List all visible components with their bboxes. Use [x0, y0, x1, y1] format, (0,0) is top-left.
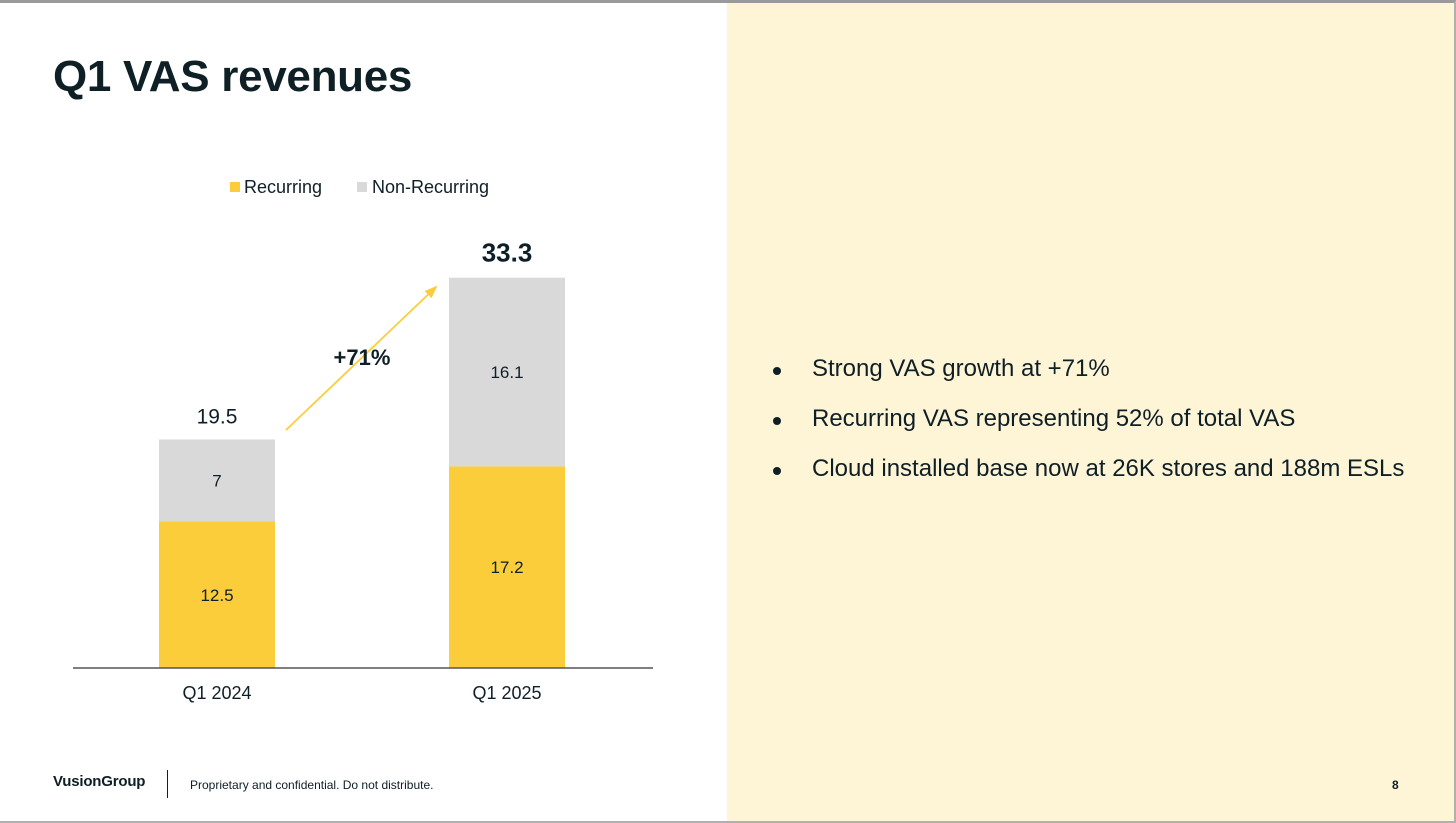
bar-value-label: 7 [212, 471, 221, 490]
legend-label: Recurring [244, 177, 322, 197]
company-logo: VusionGroup [53, 773, 146, 790]
bullet-item: Cloud installed base now at 26K stores a… [770, 455, 1440, 483]
growth-arrow-head-icon [424, 285, 438, 299]
bullet-dot-icon [773, 417, 781, 425]
legend-swatch-non-recurring [357, 182, 367, 192]
bar-total-label: 33.3 [482, 238, 533, 268]
bar-value-label: 17.2 [490, 558, 523, 577]
bullet-list: Strong VAS growth at +71% Recurring VAS … [770, 355, 1440, 505]
stacked-bar-chart: Recurring Non-Recurring 12.5 7 19.5 Q1 2024 17… [73, 177, 653, 703]
bar-value-label: 16.1 [490, 363, 523, 382]
confidentiality-notice: Proprietary and confidential. Do not dis… [190, 778, 434, 792]
legend-label: Non-Recurring [372, 177, 489, 197]
bar-value-label: 12.5 [200, 586, 233, 605]
left-panel [0, 3, 727, 821]
x-tick-label: Q1 2024 [182, 683, 251, 703]
bar-segment-non-recurring [159, 439, 275, 522]
right-panel [727, 3, 1454, 821]
page-number: 8 [1392, 778, 1399, 792]
bullet-dot-icon [773, 467, 781, 475]
growth-annotation: +71% [334, 345, 391, 370]
bar-segment-recurring [449, 466, 565, 668]
bar-total-label: 19.5 [197, 405, 238, 428]
x-tick-label: Q1 2025 [472, 683, 541, 703]
bullet-text: Cloud installed base now at 26K stores a… [812, 455, 1405, 482]
growth-arrow-line [285, 286, 437, 431]
bullet-item: Strong VAS growth at +71% [770, 355, 1440, 383]
bullet-dot-icon [773, 367, 781, 375]
bar-segment-recurring [159, 521, 275, 668]
footer-divider [167, 770, 168, 798]
legend-swatch-recurring [230, 182, 240, 192]
bullet-text: Recurring VAS representing 52% of total … [812, 405, 1296, 432]
slide-title: Q1 VAS revenues [53, 52, 413, 101]
bullet-text: Strong VAS growth at +71% [812, 355, 1110, 382]
bullet-item: Recurring VAS representing 52% of total … [770, 405, 1440, 433]
bar-segment-non-recurring [449, 277, 565, 467]
